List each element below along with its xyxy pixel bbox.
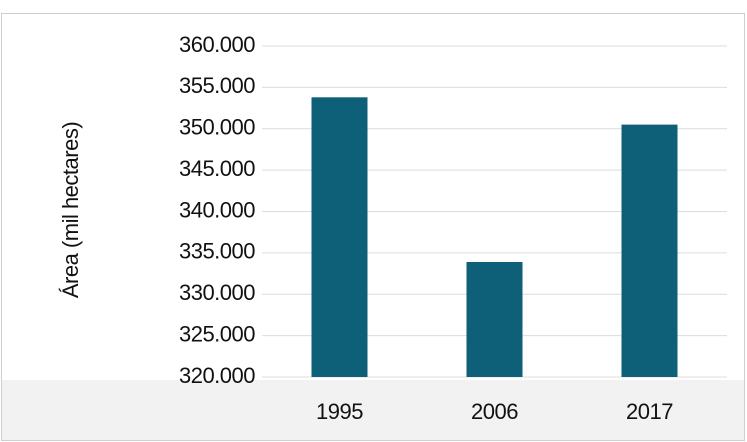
y-tick-label: 350.000 bbox=[179, 115, 255, 140]
y-tick-label: 355.000 bbox=[179, 73, 255, 98]
x-tick-label: 1995 bbox=[316, 399, 363, 424]
y-tick-label: 320.000 bbox=[179, 363, 255, 388]
x-tick-label: 2006 bbox=[471, 399, 518, 424]
background-band bbox=[2, 380, 744, 440]
y-tick-label: 330.000 bbox=[179, 280, 255, 305]
y-tick-label: 345.000 bbox=[179, 156, 255, 181]
bar bbox=[466, 261, 523, 377]
y-tick-label: 335.000 bbox=[179, 239, 255, 264]
y-axis-label: Área (mil hectares) bbox=[58, 122, 83, 298]
bar bbox=[621, 124, 678, 377]
x-tick-label: 2017 bbox=[626, 399, 673, 424]
y-tick-label: 340.000 bbox=[179, 197, 255, 222]
bar bbox=[311, 97, 368, 378]
y-tick-label: 360.000 bbox=[179, 32, 255, 57]
chart-frame bbox=[1, 13, 745, 441]
y-tick-label: 325.000 bbox=[179, 321, 255, 346]
